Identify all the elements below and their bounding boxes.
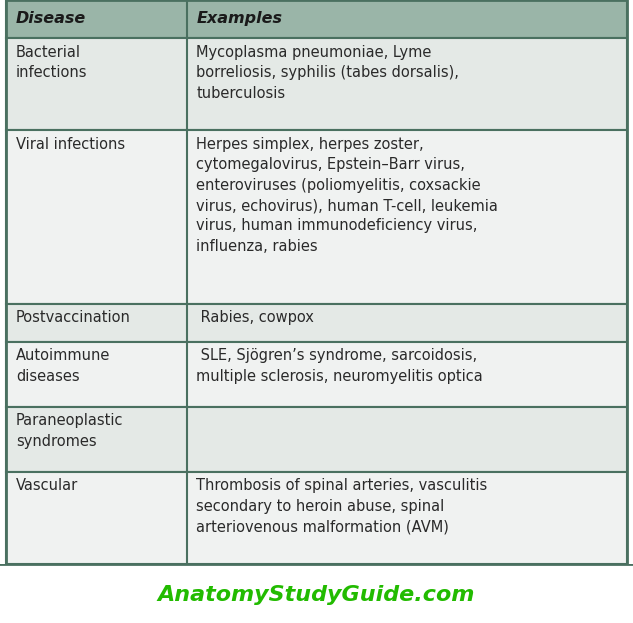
Bar (6, 341, 627, 407)
Text: Viral infections: Viral infections (16, 137, 125, 152)
Bar (6, 0, 627, 38)
Text: Postvaccination: Postvaccination (16, 310, 130, 325)
Text: Mycoplasma pneumoniae, Lyme
borreliosis, syphilis (tabes dorsalis),
tuberculosis: Mycoplasma pneumoniae, Lyme borreliosis,… (196, 45, 459, 100)
Text: SLE, Sjögren’s syndrome, sarcoidosis,
multiple sclerosis, neuromyelitis optica: SLE, Sjögren’s syndrome, sarcoidosis, mu… (196, 348, 483, 384)
Text: Rabies, cowpox: Rabies, cowpox (196, 310, 314, 325)
Text: Examples: Examples (196, 11, 282, 26)
Text: AnatomyStudyGuide.com: AnatomyStudyGuide.com (158, 584, 475, 604)
Bar (6, 130, 627, 303)
Text: Thrombosis of spinal arteries, vasculitis
secondary to heroin abuse, spinal
arte: Thrombosis of spinal arteries, vasculiti… (196, 478, 487, 534)
Bar (6, 407, 627, 472)
Text: Vascular: Vascular (16, 478, 78, 493)
Text: Bacterial
infections: Bacterial infections (16, 45, 87, 80)
Text: Autoimmune
diseases: Autoimmune diseases (16, 348, 110, 384)
Bar (6, 303, 627, 341)
Text: Herpes simplex, herpes zoster,
cytomegalovirus, Epstein–Barr virus,
enteroviruse: Herpes simplex, herpes zoster, cytomegal… (196, 137, 498, 254)
Bar (6, 472, 627, 564)
Text: Paraneoplastic
syndromes: Paraneoplastic syndromes (16, 414, 123, 449)
Text: Disease: Disease (16, 11, 86, 26)
Bar (6, 38, 627, 130)
